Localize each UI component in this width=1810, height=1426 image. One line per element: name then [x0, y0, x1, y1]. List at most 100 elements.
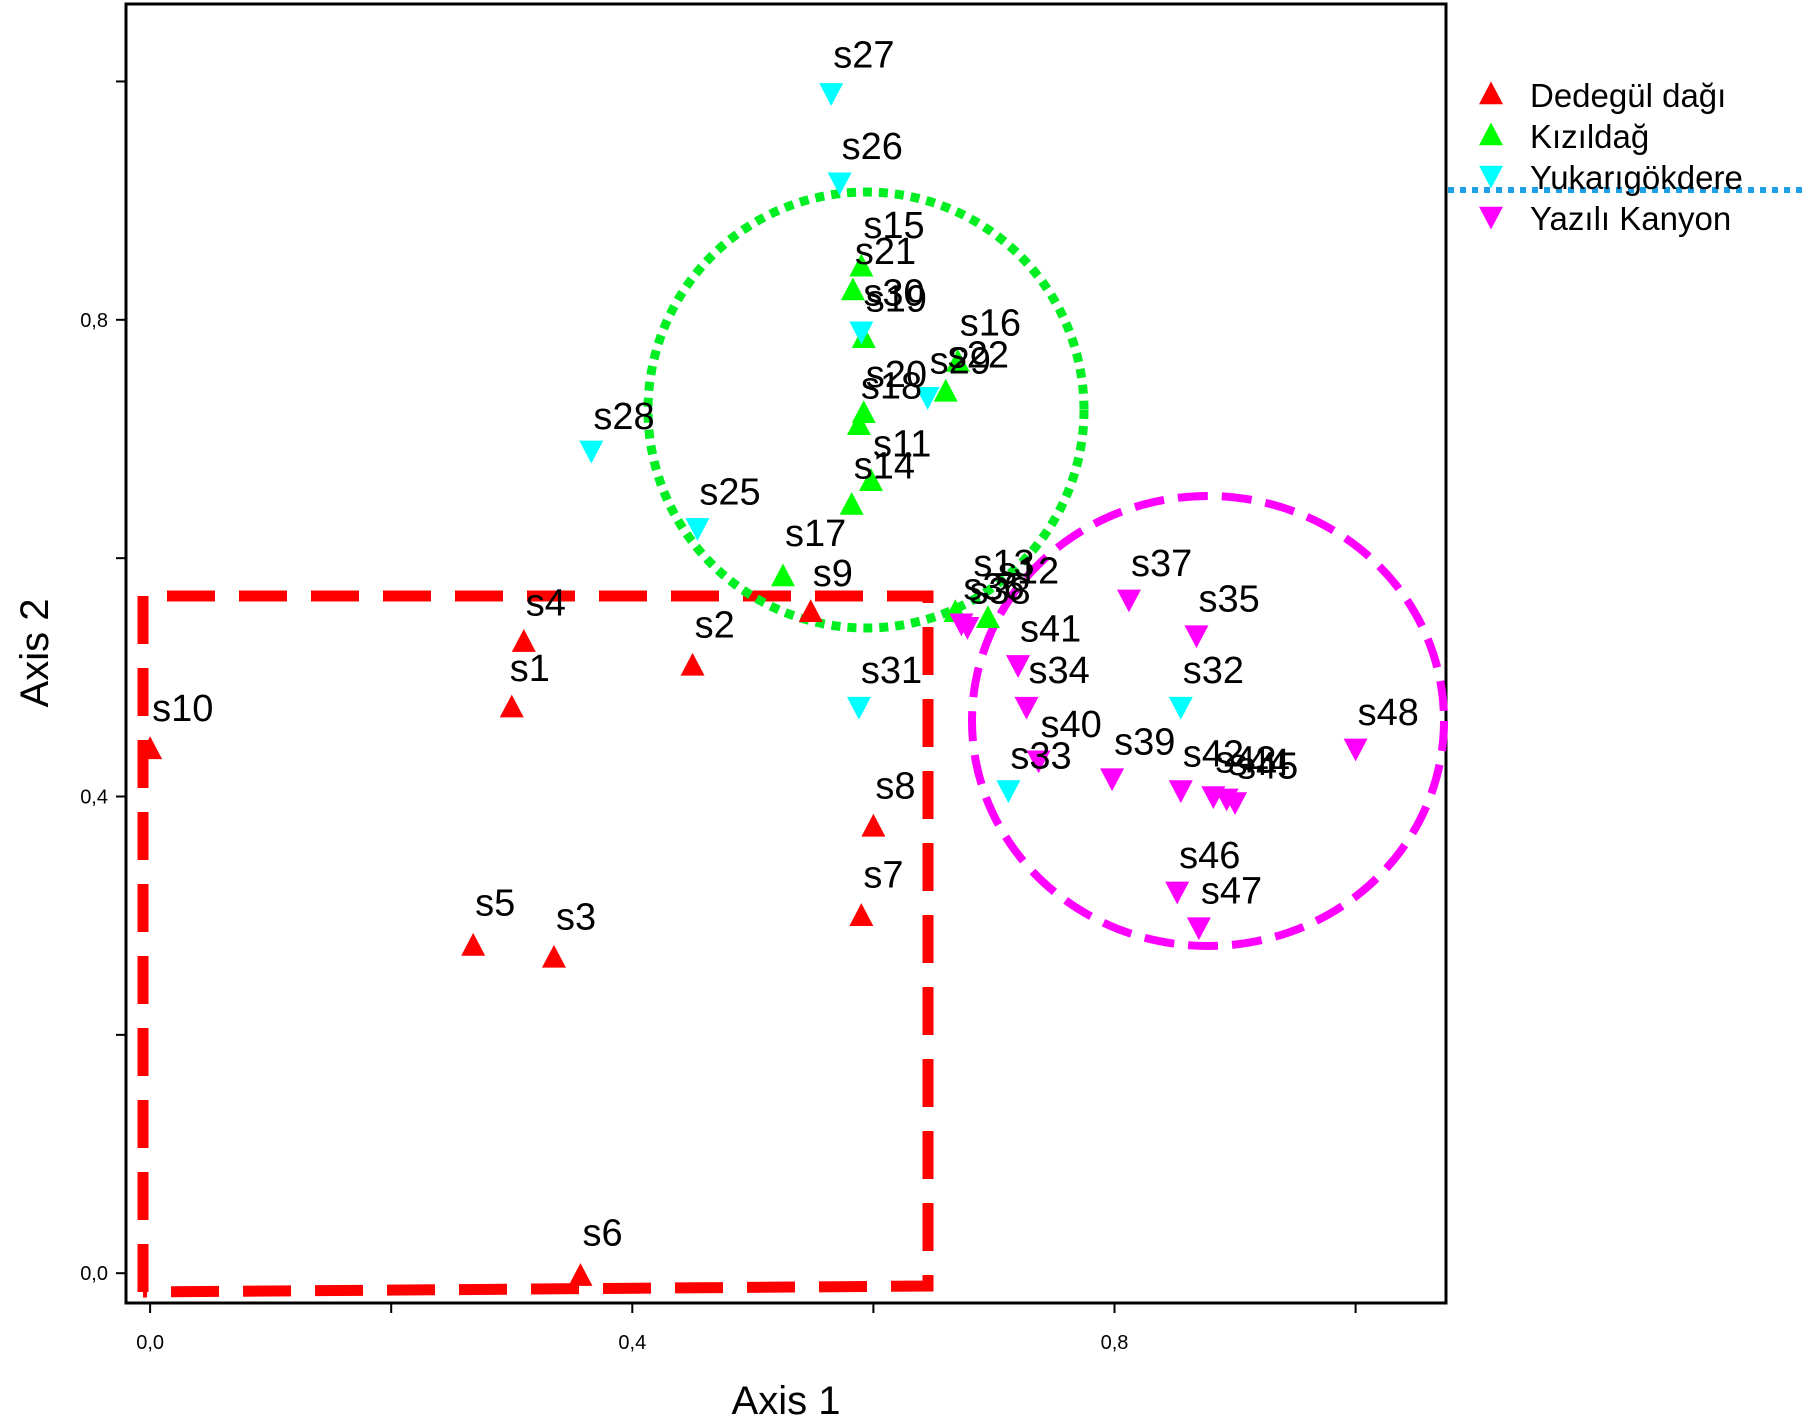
legend-marker	[1479, 165, 1503, 189]
data-point-s7	[849, 903, 874, 926]
point-label-s16: s16	[960, 303, 1021, 345]
data-point-s30	[849, 321, 874, 345]
point-label-s11: s11	[873, 424, 931, 466]
point-label-s14: s14	[854, 446, 915, 488]
green-dotted-circle	[643, 187, 1089, 633]
point-label-s6: s6	[582, 1213, 622, 1255]
data-point-s39	[1100, 768, 1125, 792]
data-point-s6	[568, 1263, 593, 1286]
point-label-s12: s12	[998, 551, 1059, 593]
data-point-s11	[858, 468, 883, 491]
data-point-s10	[138, 736, 163, 760]
data-point-s18	[846, 412, 871, 435]
point-label-s30: s30	[863, 273, 924, 315]
data-point-s47	[1186, 917, 1211, 941]
data-point-s25	[685, 518, 710, 541]
data-point-s16	[945, 348, 970, 372]
data-point-s28	[579, 440, 604, 464]
data-point-s21	[840, 277, 865, 301]
annotation-shapes	[137, 187, 1808, 1298]
data-point-s41	[1006, 655, 1031, 678]
point-label-s35: s35	[1198, 579, 1259, 621]
legend-label: Dedegül dağı	[1530, 77, 1726, 114]
data-point-s42	[1168, 780, 1193, 804]
x-axis-title: Axis 1	[732, 1379, 841, 1423]
point-label-s39: s39	[1114, 722, 1175, 764]
data-point-s35	[1184, 625, 1209, 649]
data-point-s15	[849, 253, 874, 277]
point-label-s21: s21	[855, 231, 916, 273]
point-label-s47: s47	[1201, 871, 1262, 913]
data-point-s5	[461, 932, 486, 956]
point-label-s32: s32	[1183, 650, 1244, 692]
data-point-s17	[770, 563, 795, 587]
point-label-s45: s45	[1237, 745, 1298, 787]
point-labels: s1s2s3s4s5s6s7s8s9s10s11s12s13s14s15s16s…	[152, 34, 1419, 1254]
point-label-s46: s46	[1179, 835, 1240, 877]
data-point-s40	[1026, 750, 1051, 774]
legend-marker	[1479, 122, 1503, 146]
y-axis-title: Axis 2	[13, 599, 57, 708]
y-tick-label: 0,4	[80, 787, 108, 809]
legend-label: Kızıldağ	[1530, 118, 1649, 155]
point-label-s44: s44	[1229, 742, 1290, 784]
legend: Dedegül dağı Kızıldağ Yukarıgökdere Yazılı …	[1479, 77, 1743, 237]
point-label-s20: s20	[866, 354, 927, 396]
data-point-s33	[996, 780, 1021, 804]
data-point-s27	[819, 83, 844, 106]
x-tick-label: 0,4	[618, 1332, 646, 1354]
point-label-s15: s15	[863, 205, 924, 247]
data-point-s37	[1116, 589, 1141, 613]
data-point-s20	[851, 400, 876, 424]
data-point-s29	[915, 387, 940, 410]
legend-label: Yukarıgökdere	[1530, 159, 1743, 196]
legend-label: Yazılı Kanyon	[1530, 200, 1731, 237]
point-label-s1: s1	[510, 648, 550, 690]
data-point-s22	[933, 378, 958, 402]
point-label-s9: s9	[813, 553, 853, 595]
point-label-s3: s3	[556, 896, 596, 938]
data-point-s3	[541, 944, 566, 968]
y-tick-label: 0,8	[80, 310, 108, 332]
point-label-s42: s42	[1183, 734, 1244, 776]
point-label-s43: s43	[1215, 740, 1276, 782]
data-point-s9	[798, 599, 823, 623]
x-tick-label: 0,8	[1101, 1332, 1129, 1354]
data-point-s48	[1343, 738, 1368, 762]
axis-ticks: 0,0 0,4 0,8 0,0 0,4 0,8	[80, 80, 1357, 1354]
data-point-s45	[1223, 792, 1248, 816]
legend-marker	[1479, 206, 1503, 230]
point-label-s2: s2	[695, 604, 735, 646]
data-point-s26	[827, 172, 852, 196]
point-label-s10: s10	[152, 688, 213, 730]
point-label-s36: s36	[963, 567, 1024, 609]
point-label-s5: s5	[475, 882, 515, 924]
point-label-s8: s8	[875, 765, 915, 807]
point-label-s18: s18	[861, 366, 922, 408]
red-dashed-box	[137, 590, 934, 1298]
plot-frame	[124, 2, 1448, 1305]
legend-marker	[1479, 81, 1503, 105]
point-label-s19: s19	[866, 279, 927, 321]
x-tick-label: 0,0	[136, 1332, 164, 1354]
point-label-s33: s33	[1010, 736, 1071, 778]
point-label-s48: s48	[1358, 692, 1419, 734]
data-points	[138, 83, 1368, 1286]
point-label-s37: s37	[1131, 543, 1192, 585]
data-point-s14	[839, 491, 864, 515]
point-label-s29: s29	[930, 340, 991, 382]
y-tick-label: 0,0	[80, 1263, 108, 1285]
point-label-s27: s27	[833, 34, 894, 76]
data-point-s2	[680, 652, 705, 676]
data-point-s38	[955, 617, 980, 640]
point-label-s38: s38	[969, 570, 1030, 612]
magenta-dashed-circle	[968, 492, 1448, 950]
point-label-s28: s28	[593, 396, 654, 438]
point-label-s13: s13	[973, 543, 1034, 585]
point-label-s25: s25	[699, 471, 760, 513]
point-label-s31: s31	[861, 650, 922, 692]
point-label-s7: s7	[863, 855, 903, 897]
point-label-s4: s4	[526, 583, 566, 625]
data-point-s1	[499, 694, 524, 718]
